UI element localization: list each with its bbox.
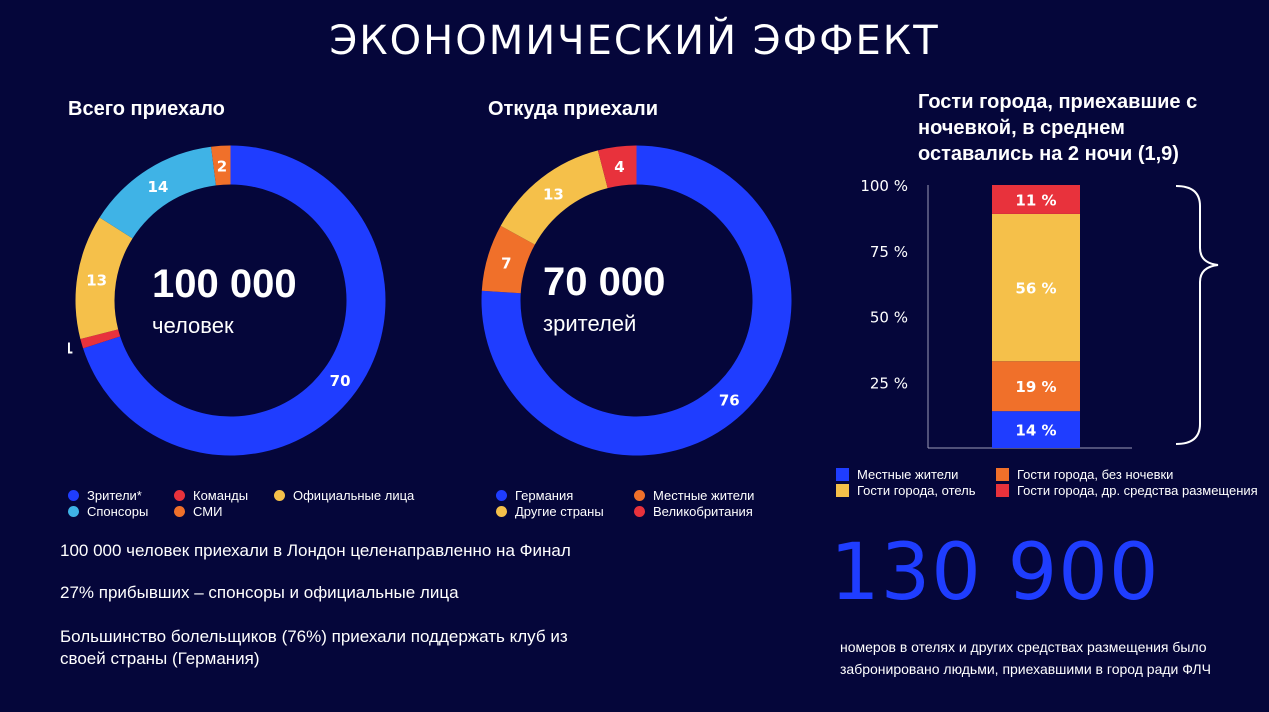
- y-tick-label: 75 %: [870, 243, 908, 261]
- bar-segment-3: [992, 185, 1080, 214]
- donut1-slice-label-3: 14: [147, 178, 168, 196]
- legend-label: Спонсоры: [87, 504, 149, 519]
- legend-item: Официальные лица: [274, 488, 414, 503]
- note-2: 27% прибывших – спонсоры и официальные л…: [60, 583, 459, 602]
- legend-swatch: [68, 506, 79, 517]
- bookings-count: 130 900: [830, 528, 1160, 618]
- legend-item: СМИ: [174, 504, 222, 519]
- bar-segment-label-1: 19 %: [1015, 378, 1056, 396]
- legend-item: Зрители*: [68, 488, 142, 503]
- donut2-slice-2: [500, 150, 608, 245]
- page-title: ЭКОНОМИЧЕСКИЙ ЭФФЕКТ: [329, 18, 940, 64]
- curly-bracket: [1175, 185, 1219, 445]
- legend-item: Команды: [174, 488, 248, 503]
- legend-label: Местные жители: [653, 488, 755, 503]
- donut1-slice-4: [211, 145, 231, 186]
- legend-item: Гости города, без ночевки: [996, 467, 1173, 482]
- bar-segment-label-3: 11 %: [1015, 191, 1056, 209]
- donut1-slice-label-4: 2: [217, 157, 227, 175]
- legend-item: Спонсоры: [68, 504, 148, 519]
- legend-swatch: [634, 506, 645, 517]
- donut2-center-label: зрителей: [543, 311, 637, 336]
- donut2-slice-label-2: 13: [543, 185, 564, 203]
- legend-item: Другие страны: [496, 504, 604, 519]
- donut2-slice-3: [597, 145, 637, 189]
- legend-label: Другие страны: [515, 504, 604, 519]
- note-3: Большинство болельщиков (76%) приехали п…: [60, 627, 568, 668]
- donut1-slice-2: [75, 217, 133, 340]
- legend-item: Местные жители: [836, 467, 958, 482]
- donut2-slice-label-1: 7: [501, 255, 511, 273]
- bookings-description: номеров в отелях и других средствах разм…: [840, 639, 1211, 677]
- legend-item: Местные жители: [634, 488, 754, 503]
- bar-segment-2: [992, 213, 1080, 362]
- legend-label: Великобритания: [653, 504, 753, 519]
- donut2-center-value: 70 000: [543, 260, 666, 304]
- donut1-center-label: человек: [152, 313, 234, 338]
- donut1-slice-label-1: 1: [68, 340, 73, 358]
- legend-swatch: [174, 506, 185, 517]
- legend-swatch: [274, 490, 285, 501]
- legend-label: Зрители*: [87, 488, 142, 503]
- donut1-center-value: 100 000: [152, 262, 297, 306]
- legend-swatch: [836, 468, 849, 481]
- legend-swatch: [68, 490, 79, 501]
- legend-swatch: [496, 490, 507, 501]
- donut2-slice-label-3: 4: [614, 158, 624, 176]
- legend-label: Команды: [193, 488, 249, 503]
- legend-label: Гости города, др. средства размещения: [1017, 483, 1258, 498]
- donut2-slice-label-0: 76: [719, 391, 740, 409]
- legend-item: Великобритания: [634, 504, 753, 519]
- donut1-slice-3: [99, 146, 216, 239]
- bar-segment-label-2: 56 %: [1015, 280, 1056, 298]
- y-tick-label: 50 %: [870, 309, 908, 327]
- bar-segment-label-0: 14 %: [1015, 422, 1056, 440]
- legend-swatch: [634, 490, 645, 501]
- donut2-title: Откуда приехали: [488, 98, 659, 120]
- donut-chart-origin: 76 7 13 4: [481, 145, 792, 456]
- bar-segment-1: [992, 361, 1080, 412]
- donut1-slice-1: [80, 329, 121, 349]
- legend-label: Германия: [515, 488, 574, 503]
- legend-swatch: [996, 468, 1009, 481]
- bar-chart-title: Гости города, приехавшие с ночевкой, в с…: [918, 91, 1198, 165]
- legend-swatch: [496, 506, 507, 517]
- legend-label: Гости города, без ночевки: [1017, 467, 1174, 482]
- legend-item: Гости города, др. средства размещения: [996, 483, 1258, 498]
- stacked-bar-chart: 100 % 75 % 50 % 25 % 14 % 19 % 56 % 11 %: [860, 177, 1219, 449]
- donut1-slice-label-2: 13: [86, 271, 107, 289]
- legend-swatch: [174, 490, 185, 501]
- donut1-slice-label-0: 70: [330, 372, 351, 390]
- legend-item: Германия: [496, 488, 573, 503]
- legend-label: СМИ: [193, 504, 223, 519]
- y-tick-label: 25 %: [870, 374, 908, 392]
- legend-label: Гости города, отель: [857, 483, 976, 498]
- donut2-slice-1: [481, 225, 535, 294]
- legend-label: Местные жители: [857, 467, 959, 482]
- legend-item: Гости города, отель: [836, 483, 976, 498]
- y-tick-label: 100 %: [860, 177, 908, 195]
- donut1-title: Всего приехало: [68, 98, 225, 120]
- legend-label: Официальные лица: [293, 488, 415, 503]
- donut-chart-total: 70 1 13 14 2: [68, 145, 386, 456]
- note-1: 100 000 человек приехали в Лондон целена…: [60, 541, 571, 560]
- legend-swatch: [996, 484, 1009, 497]
- bar-segment-0: [992, 411, 1080, 448]
- legend-swatch: [836, 484, 849, 497]
